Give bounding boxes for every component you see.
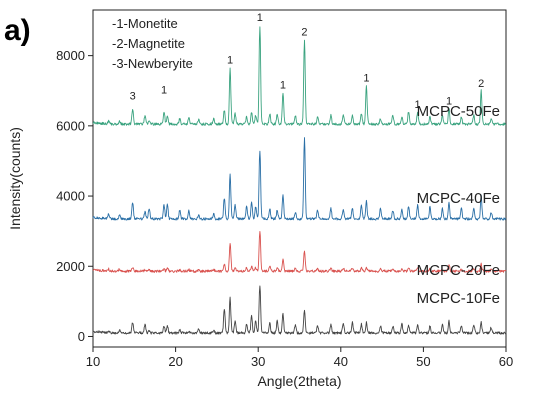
peak-label: 1 (280, 80, 286, 92)
y-tick-label: 2000 (56, 259, 85, 274)
panel-label: a) (4, 14, 31, 47)
series-group (92, 26, 507, 335)
peak-label: 1 (446, 95, 452, 107)
y-tick-label: 6000 (56, 118, 85, 133)
series-labels: MCPC-50Fe MCPC-40Fe MCPC-20Fe MCPC-10Fe (417, 103, 500, 307)
plot-frame (92, 9, 507, 348)
x-tick-label: 30 (251, 354, 265, 369)
y-tick-label: 0 (78, 329, 85, 344)
series-line-mcpc-50fe (92, 26, 507, 126)
peak-label: 1 (363, 73, 369, 85)
x-tick-label: 50 (416, 354, 430, 369)
phase-legend-item: -3-Newberyite (112, 56, 193, 71)
x-tick-label: 10 (86, 354, 100, 369)
peak-label: 1 (415, 99, 421, 111)
series-label: MCPC-50Fe (417, 103, 500, 120)
series-label: MCPC-10Fe (417, 290, 500, 307)
peak-labels: 3 1 1 1 1 2 1 1 1 2 (130, 12, 485, 111)
x-axis-title: Angle(2theta) (257, 373, 341, 389)
peak-label: 1 (257, 12, 263, 24)
series-label: MCPC-20Fe (417, 262, 500, 279)
peak-label: 1 (161, 85, 167, 97)
series-line-mcpc-40fe (92, 137, 507, 221)
y-tick-label: 8000 (56, 48, 85, 63)
series-line-mcpc-20fe (92, 230, 507, 273)
phase-legend-item: -2-Magnetite (112, 36, 185, 51)
phase-legend: -1-Monetite -2-Magnetite -3-Newberyite (112, 16, 193, 71)
phase-legend-item: -1-Monetite (112, 16, 178, 31)
series-label: MCPC-40Fe (417, 190, 500, 207)
x-tick-label: 60 (499, 354, 513, 369)
peak-label: 2 (478, 78, 484, 90)
axes: 10 20 30 40 50 60 0 2000 4000 6000 8000 Angle(2thet… (7, 9, 513, 389)
peak-label: 2 (301, 26, 307, 38)
y-tick-label: 4000 (56, 189, 85, 204)
peak-label: 3 (130, 91, 136, 103)
x-tick-label: 20 (168, 354, 182, 369)
series-line-mcpc-10fe (92, 285, 507, 335)
peak-label: 1 (227, 54, 233, 66)
x-tick-label: 40 (334, 354, 348, 369)
y-axis-title: Intensity(counts) (7, 127, 23, 230)
